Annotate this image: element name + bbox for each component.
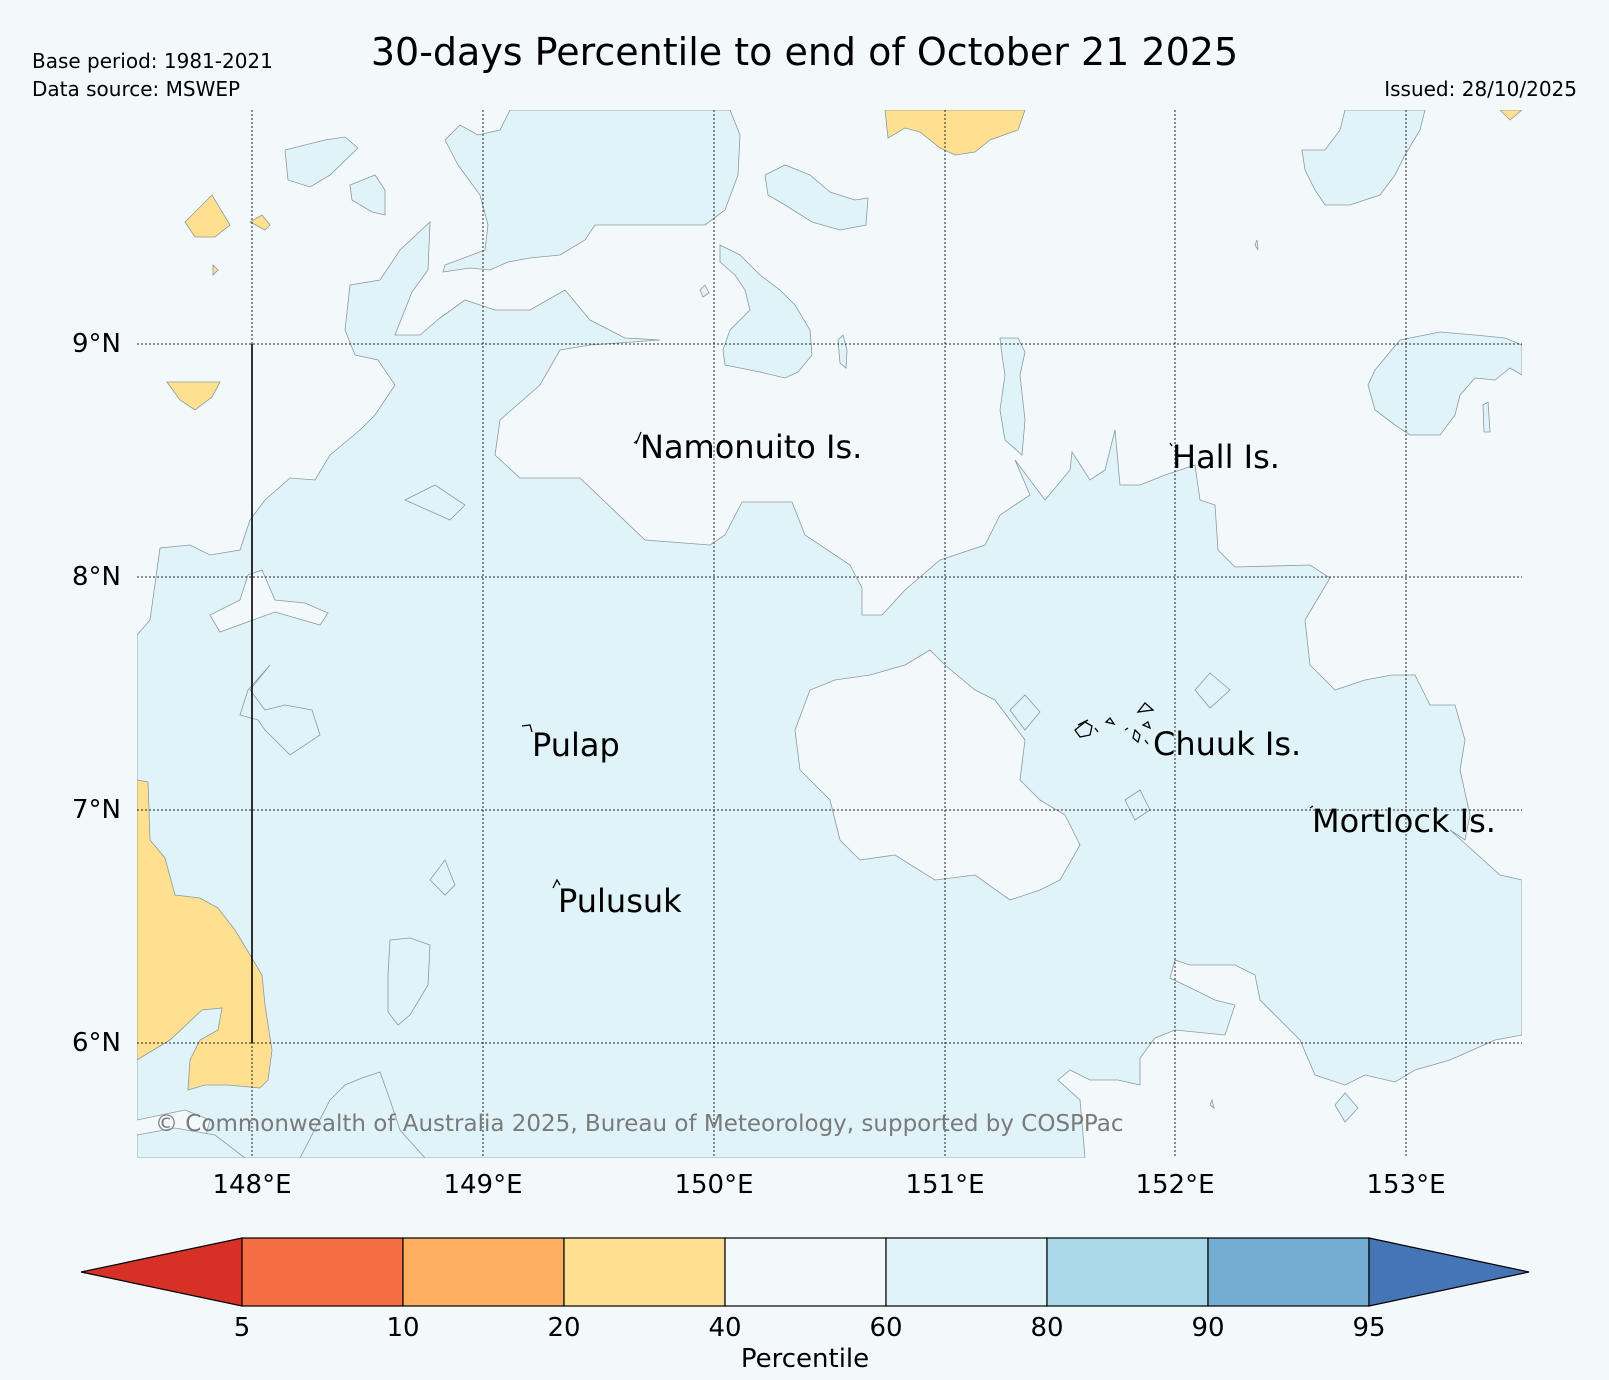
yellow-region-upper-left [184,194,231,238]
yellow-region-upper-left-2 [249,214,271,231]
lat-label-8n: 8°N [72,562,121,592]
issued-date: Issued: 28/10/2025 [1384,77,1577,101]
label-hall: Hall Is. [1172,438,1280,476]
colorbar-tick-95: 95 [1352,1313,1385,1343]
region-tiny-3 [1209,1098,1215,1109]
colorbar-60-80 [885,1237,1048,1307]
lon-label-151e: 151°E [905,1170,984,1200]
yellow-region-top-right [1499,110,1522,121]
yellow-region-upper-left-3 [212,264,219,276]
chuuk-island-2 [1077,719,1089,726]
copyright-notice: © Commonwealth of Australia 2025, Bureau… [155,1111,1124,1137]
region-tiny-1 [699,284,710,298]
label-pulap: Pulap [532,726,620,764]
region-right-middle [1367,331,1522,436]
colorbar-tick-60: 60 [869,1313,902,1343]
chuuk-island-1 [1074,721,1093,738]
colorbar [80,1237,1530,1307]
colorbar-90-95 [1207,1237,1370,1307]
chuuk-island-3 [1094,727,1099,733]
region-center-2 [719,244,813,379]
colorbar-below-5 [80,1237,243,1307]
colorbar-ticks: 5 10 20 40 60 80 90 95 Percentile [234,1313,1386,1374]
region-lower-left-small [387,937,431,1026]
label-pulusuk: Pulusuk [558,882,682,920]
chuuk-island-8 [1141,721,1152,730]
region-tiny-2 [1254,239,1259,251]
chuuk-island-4 [1104,716,1116,726]
chuuk-island-6 [1136,702,1155,713]
island-outlines [521,431,1314,889]
pulusuk-island-shape [552,878,561,889]
label-chuuk: Chuuk Is. [1153,725,1301,763]
colorbar-tick-80: 80 [1030,1313,1063,1343]
mortlock-island-shape [1309,805,1314,809]
region-bottom-center [299,1071,426,1158]
region-upper-left-1 [284,136,359,188]
lon-label-152e: 152°E [1135,1170,1214,1200]
region-upper-center [442,110,741,273]
region-right-tiny [1482,401,1491,433]
chuuk-island-7 [1132,728,1141,744]
colorbar-5-10 [241,1237,404,1307]
pulap-island-shape [521,724,533,733]
yellow-region-left-mid [166,381,221,411]
colorbar-40-60 [724,1237,887,1307]
lon-label-148e: 148°E [212,1170,291,1200]
region-right-upper [999,337,1026,456]
yellow-region-top [884,110,1026,156]
region-center-1 [764,164,869,231]
hall-island-shape [1169,442,1173,447]
colorbar-10-20 [402,1237,565,1307]
lon-label-153e: 153°E [1366,1170,1445,1200]
base-period: Base period: 1981-2021 [32,49,273,73]
region-upper-left-2 [349,174,386,216]
data-source: Data source: MSWEP [32,77,241,101]
lat-label-6n: 6°N [72,1028,121,1058]
colorbar-tick-10: 10 [386,1313,419,1343]
region-bottom-left [137,1127,246,1158]
region-center-3 [837,334,848,369]
place-labels: Namonuito Is. Hall Is. Pulap Chuuk Is. M… [532,428,1496,920]
map-title: 30-days Percentile to end of October 21 … [370,30,1239,74]
namonuito-island-shape [633,431,642,445]
longitude-labels: 148°E 149°E 150°E 151°E 152°E 153°E [212,1170,1445,1200]
colorbar-tick-90: 90 [1191,1313,1224,1343]
region-lower-right-small [1334,1092,1359,1123]
yellow-region-left [137,779,273,1091]
label-mortlock: Mortlock Is. [1312,802,1496,840]
map-area: Namonuito Is. Hall Is. Pulap Chuuk Is. M… [137,110,1522,1158]
colorbar-label: Percentile [741,1344,869,1374]
lat-label-7n: 7°N [72,795,121,825]
lon-label-150e: 150°E [674,1170,753,1200]
chuuk-island-9 [1144,739,1149,745]
label-namonuito: Namonuito Is. [640,428,862,466]
colorbar-80-90 [1046,1237,1209,1307]
region-top-right [1301,110,1426,206]
colorbar-tick-20: 20 [547,1313,580,1343]
lon-label-149e: 149°E [443,1170,522,1200]
colorbar-20-40 [563,1237,726,1307]
chuuk-island-5 [1124,727,1129,731]
latitude-labels: 9°N 8°N 7°N 6°N [72,329,121,1058]
colorbar-tick-5: 5 [234,1313,251,1343]
percentile-20-40-regions [137,110,1522,1091]
colorbar-above-95 [1368,1237,1530,1307]
lat-label-9n: 9°N [72,329,121,359]
colorbar-tick-40: 40 [708,1313,741,1343]
